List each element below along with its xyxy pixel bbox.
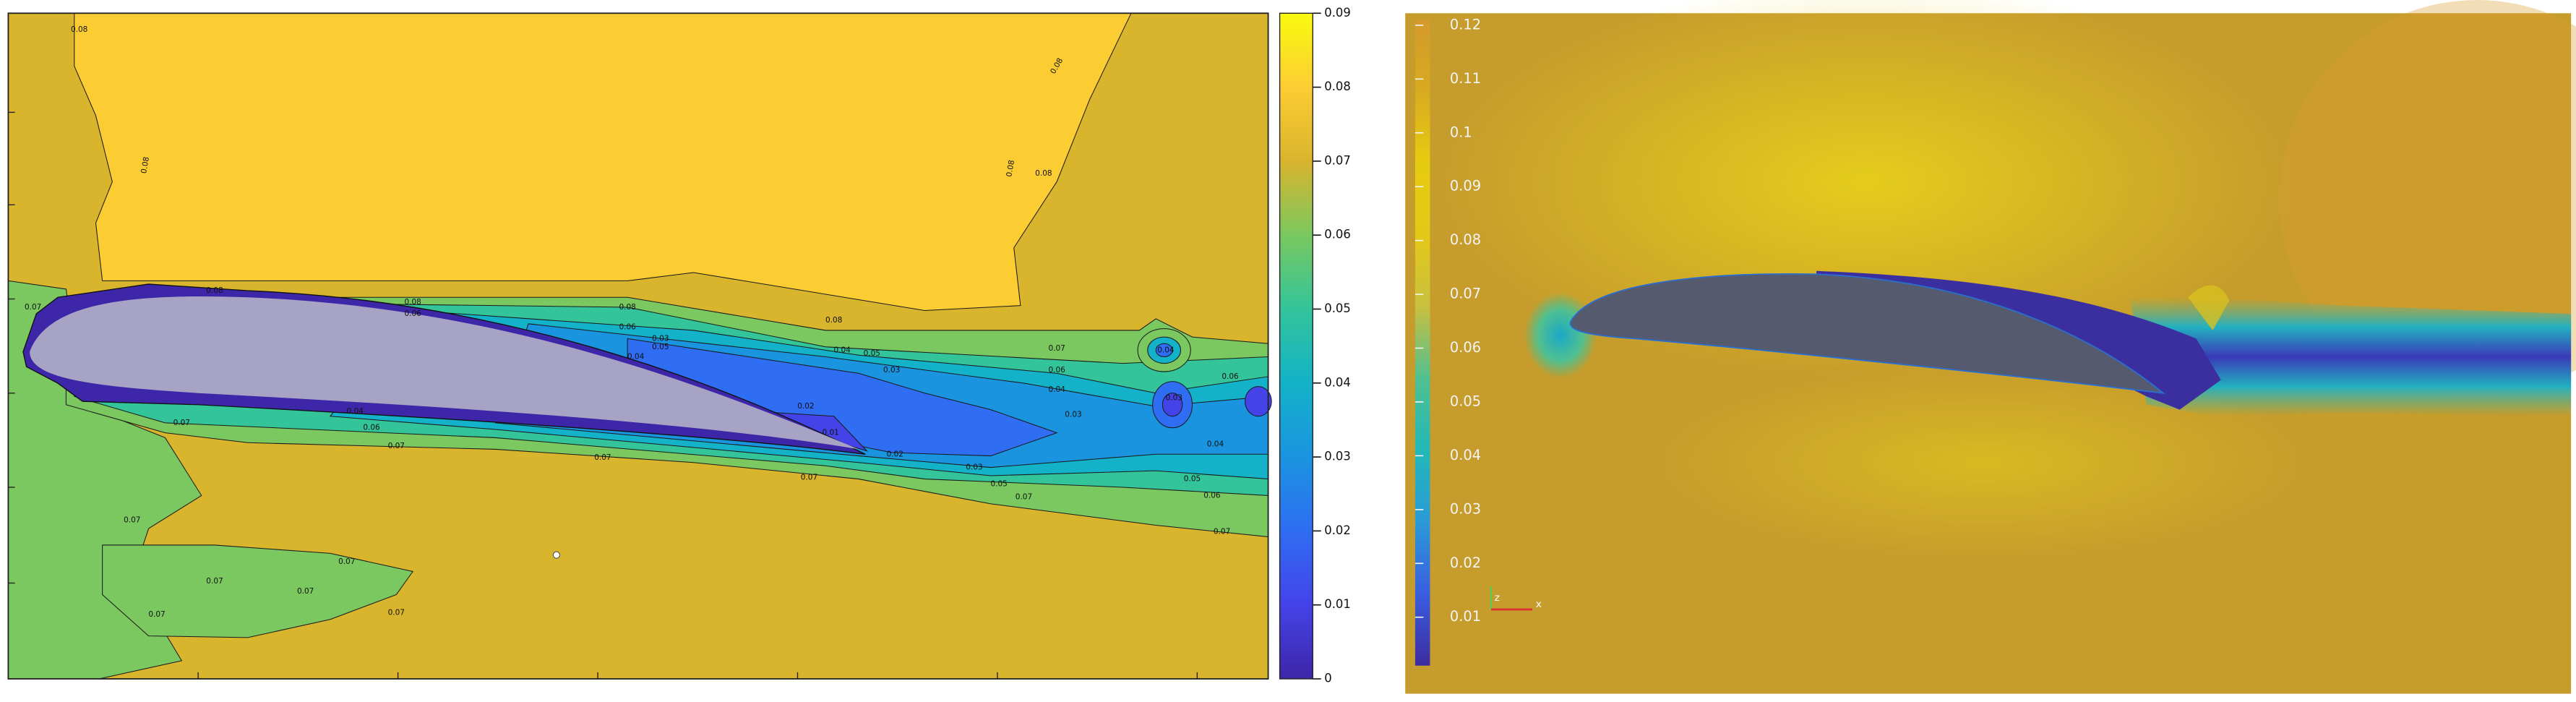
contour-label: 0.08 xyxy=(404,298,421,307)
axes-triad xyxy=(1490,586,1533,611)
colorbar-tick-label: 0.05 xyxy=(1450,393,1481,409)
contour-label: 0.07 xyxy=(206,577,223,586)
contour-label: 0.03 xyxy=(966,463,982,472)
field-shade xyxy=(2278,0,2576,397)
colorbar-tick-label: 0.08 xyxy=(1450,231,1481,248)
colorbar: 0 0.01 0.02 0.03 0.04 0.05 0.06 0.07 0.08 0.09 xyxy=(1279,6,1351,685)
marker xyxy=(552,551,561,559)
contour-label: 0.04 xyxy=(627,352,645,361)
contour-label: 0.04 xyxy=(833,346,851,354)
colorbar-tick-label: 0.02 xyxy=(1324,523,1351,537)
contour-label: 0.06 xyxy=(619,322,636,331)
colorbar-tick-label: 0.01 xyxy=(1450,608,1481,625)
colorbar-tick-label: 0.02 xyxy=(1450,555,1481,571)
colorbar-tick-label: 0.06 xyxy=(1324,228,1351,241)
colorbar-tick-label: 0.01 xyxy=(1324,597,1351,611)
contour-label: 0.08 xyxy=(619,303,635,312)
axis-ticks xyxy=(8,111,1198,679)
colorbar-tick-label: 0.1 xyxy=(1450,124,1472,140)
colorbar-tick-label: 0.11 xyxy=(1450,70,1481,87)
contour-label: 0.07 xyxy=(124,516,140,525)
contour-label: 0.08 xyxy=(1035,169,1052,178)
colorbar-tick-label: 0.03 xyxy=(1324,450,1351,463)
axis-label: z xyxy=(1495,592,1500,604)
wake xyxy=(2130,297,2572,416)
contour-label: 0.03 xyxy=(1166,394,1182,403)
contour-label: 0.08 xyxy=(139,156,151,174)
contour-label: 0.04 xyxy=(346,407,364,416)
colorbar-tick-label: 0 xyxy=(1324,671,1331,685)
contour-label: 0.03 xyxy=(883,366,900,374)
field-shade xyxy=(1651,363,2312,562)
colorbar: 0.01 0.02 0.03 0.04 0.05 0.06 0.07 0.08 0.09 0.1 0… xyxy=(1414,16,1481,666)
colorbar-tick-label: 0.04 xyxy=(1450,447,1481,463)
colorbar-tick-label: 0.12 xyxy=(1450,16,1481,33)
contour-label: 0.07 xyxy=(388,609,405,617)
contour-label: 0.08 xyxy=(1005,159,1016,177)
contour-label: 0.07 xyxy=(594,453,611,462)
contour-label: 0.06 xyxy=(1203,491,1221,500)
contour-label: 0.07 xyxy=(25,303,41,312)
contour-label: 0.07 xyxy=(338,557,355,566)
contour-label: 0.02 xyxy=(797,402,814,411)
contour-label: 0.04 xyxy=(1048,385,1065,394)
colorbar-tick-label: 0.06 xyxy=(1450,339,1481,356)
contour-label: 0.06 xyxy=(363,424,380,432)
contour-label: 0.08 xyxy=(71,25,87,34)
airfoil xyxy=(30,296,859,450)
colorbar-tick-label: 0.09 xyxy=(1324,6,1351,20)
contour-label: 0.07 xyxy=(148,610,165,619)
contour-label: 0.06 xyxy=(1222,372,1239,381)
contour-label: 0.08 xyxy=(825,316,842,325)
contour-label: 0.08 xyxy=(206,286,223,295)
colorbar-scale xyxy=(1414,20,1430,666)
contour-label: 0.05 xyxy=(1184,475,1201,484)
contour-label: 0.05 xyxy=(864,349,880,358)
colorbar-tick-label: 0.03 xyxy=(1450,500,1481,517)
contour-label: 0.07 xyxy=(1016,493,1032,502)
contour-label: 0.07 xyxy=(173,419,190,427)
contour-label: 0.04 xyxy=(1207,440,1224,449)
airfoil xyxy=(1569,273,2165,395)
contour-label: 0.03 xyxy=(652,334,669,343)
contour-label: 0.02 xyxy=(887,450,903,458)
colorbar-tick-label: 0.05 xyxy=(1324,301,1351,315)
contour-region xyxy=(102,544,414,638)
contour-labels: 0.080.080.080.080.080.080.08 0.080.080.07… xyxy=(25,25,1239,619)
colorbar-tick-label: 0.09 xyxy=(1450,178,1481,194)
plot-frame xyxy=(7,12,1269,680)
colorbar-scale xyxy=(1279,12,1313,680)
axis-label: x xyxy=(1536,599,1542,610)
contour-label: 0.06 xyxy=(1048,366,1065,374)
right-plot xyxy=(1405,0,2576,694)
contour-label: 0.04 xyxy=(1157,346,1175,354)
contour-label: 0.07 xyxy=(297,587,314,596)
contour-label: 0.06 xyxy=(404,309,421,318)
field-shade xyxy=(2188,285,2230,330)
contour-label: 0.05 xyxy=(990,479,1007,488)
contour-label: 0.07 xyxy=(388,442,405,450)
contour-label: 0.07 xyxy=(1214,528,1230,536)
contour-label: 0.01 xyxy=(822,429,838,437)
colorbar-tick-label: 0.07 xyxy=(1450,286,1481,302)
contour-region xyxy=(74,12,1132,312)
contour-label: 0.07 xyxy=(1048,344,1065,353)
contour-label: 0.05 xyxy=(652,343,669,351)
colorbar-tick-label: 0.07 xyxy=(1324,153,1351,167)
colorbar-tick-label: 0.08 xyxy=(1324,80,1351,93)
left-plot xyxy=(7,12,1272,680)
contour-label: 0.03 xyxy=(1065,410,1081,419)
colorbar-tick-label: 0.04 xyxy=(1324,375,1351,389)
wake-vortex xyxy=(1137,328,1272,429)
contour-label: 0.07 xyxy=(801,473,817,481)
